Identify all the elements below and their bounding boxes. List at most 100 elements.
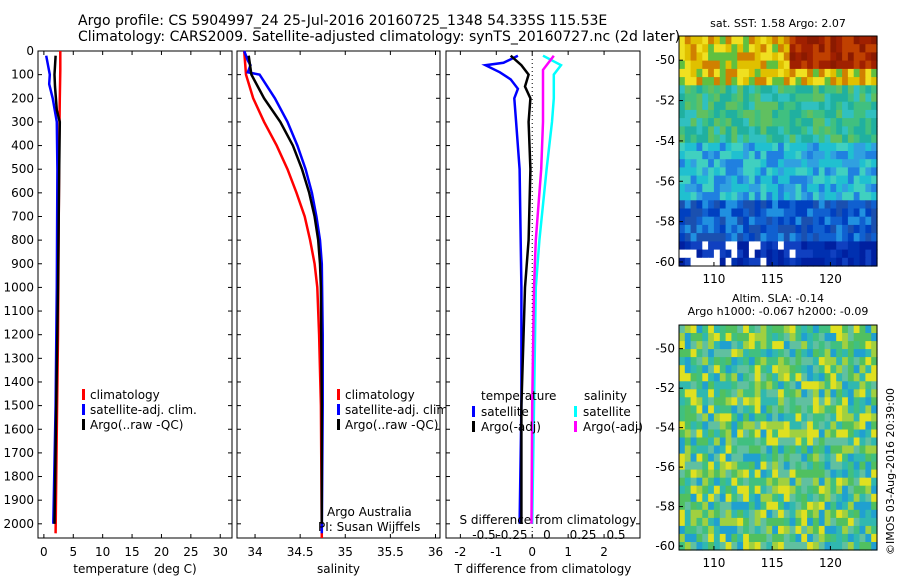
- sla-map-cell: [754, 325, 762, 334]
- sst-map-cell: [702, 44, 709, 53]
- sla-map-cell: [719, 533, 727, 543]
- sst-map-cell: [795, 101, 802, 111]
- sst-map-cell: [772, 224, 779, 234]
- sla-map-cell: [725, 533, 732, 543]
- sla-map-cell: [818, 365, 826, 374]
- sst-map-cell: [719, 68, 727, 78]
- sla-map-cell: [778, 325, 785, 334]
- sla-map-cell: [830, 357, 837, 366]
- sla-map-cell: [719, 341, 727, 350]
- sst-map-cell: [789, 60, 796, 70]
- sla-map-cell: [783, 413, 791, 422]
- sla-map-cell: [737, 405, 744, 414]
- sst-map-cell: [679, 36, 686, 45]
- sla-map-cell: [731, 341, 738, 350]
- sst-map-cell: [766, 216, 773, 226]
- sla-map-cell: [748, 453, 756, 463]
- sst-map-cell: [783, 142, 791, 152]
- sla-map-cell: [702, 429, 709, 439]
- sla-map-cell: [847, 469, 855, 479]
- sla-map-cell: [743, 357, 750, 366]
- sst-map-cell: [778, 216, 785, 226]
- sst-map-cell: [725, 77, 732, 86]
- sla-map-cell: [778, 397, 785, 406]
- sst-map-cell: [865, 224, 872, 234]
- sst-map-cell: [696, 85, 703, 95]
- sst-map-cell: [836, 44, 843, 53]
- sla-map-cell: [731, 349, 738, 358]
- sla-map-cell: [795, 405, 802, 414]
- x-tick-label: 25: [183, 545, 198, 559]
- sst-map-cell: [818, 208, 826, 218]
- sst-map-cell: [795, 175, 802, 185]
- sst-map-cell: [719, 109, 727, 119]
- sla-map-cell: [801, 397, 808, 406]
- sla-map-cell: [778, 381, 785, 390]
- sst-map-cell: [731, 77, 738, 86]
- sst-map-cell: [725, 233, 732, 242]
- sst-map-cell: [760, 109, 767, 119]
- sst-map-cell: [801, 175, 808, 185]
- sla-map-cell: [743, 453, 750, 463]
- sla-map-cell: [725, 542, 732, 551]
- sla-map-cell: [783, 437, 791, 447]
- sst-map-cell: [737, 77, 744, 86]
- sst-map-cell: [731, 101, 738, 111]
- sla-map-cell: [696, 461, 703, 471]
- sst-map-cell: [807, 36, 814, 45]
- sst-map-cell: [778, 224, 785, 234]
- sst-map-cell: [754, 200, 762, 210]
- sla-map-cell: [853, 517, 861, 527]
- sla-map-cell: [731, 453, 738, 463]
- sla-map-cell: [748, 389, 756, 398]
- sst-map-cell: [754, 183, 762, 193]
- sst-map-cell: [696, 118, 703, 127]
- sla-map-cell: [725, 429, 732, 439]
- sst-map-cell: [778, 60, 785, 70]
- sla-map-cell: [766, 325, 773, 334]
- sst-map-cell: [719, 208, 727, 218]
- sst-map-cell: [743, 109, 750, 119]
- sla-map-cell: [818, 461, 826, 471]
- sla-map-cell: [812, 373, 820, 382]
- sla-map-cell: [824, 333, 831, 342]
- sla-map-cell: [766, 517, 773, 527]
- sla-map-cell: [725, 373, 732, 382]
- sst-map-cell: [836, 183, 843, 193]
- x-tick-label: 34: [247, 545, 262, 559]
- sla-map-cell: [754, 509, 762, 519]
- sst-map-cell: [824, 233, 831, 242]
- sst-map-cell: [684, 257, 692, 267]
- y-tick-label: 0: [26, 44, 34, 58]
- sla-map-cell: [807, 509, 814, 519]
- sla-map-cell: [789, 413, 796, 422]
- sla-map-cell: [842, 533, 849, 543]
- sla-map-cell: [783, 365, 791, 374]
- sst-map-cell: [865, 36, 872, 45]
- sst-map-cell: [801, 241, 808, 251]
- sst-map-cell: [853, 192, 861, 201]
- sla-map-cell: [778, 517, 785, 527]
- sst-map-cell: [836, 192, 843, 201]
- sla-map-cell: [754, 389, 762, 398]
- sst-map-cell: [783, 257, 791, 267]
- sst-map-cell: [760, 52, 767, 62]
- sla-map-cell: [684, 373, 692, 382]
- sla-map-cell: [865, 445, 872, 455]
- sst-map-cell: [795, 224, 802, 234]
- sst-map-cell: [760, 224, 767, 234]
- sla-map-cell: [865, 533, 872, 543]
- sst-map-cell: [812, 118, 820, 127]
- sla-map-cell: [702, 501, 709, 511]
- sst-map-cell: [713, 44, 721, 53]
- sst-map-cell: [830, 200, 837, 210]
- sst-map-cell: [865, 151, 872, 160]
- sla-map-cell: [731, 437, 738, 447]
- sla-map-cell: [824, 429, 831, 439]
- sst-map-cell: [760, 216, 767, 226]
- sst-map-cell: [702, 200, 709, 210]
- sla-map-cell: [818, 542, 826, 551]
- sla-map-cell: [731, 389, 738, 398]
- sla-map-cell: [818, 333, 826, 342]
- sla-map-cell: [789, 429, 796, 439]
